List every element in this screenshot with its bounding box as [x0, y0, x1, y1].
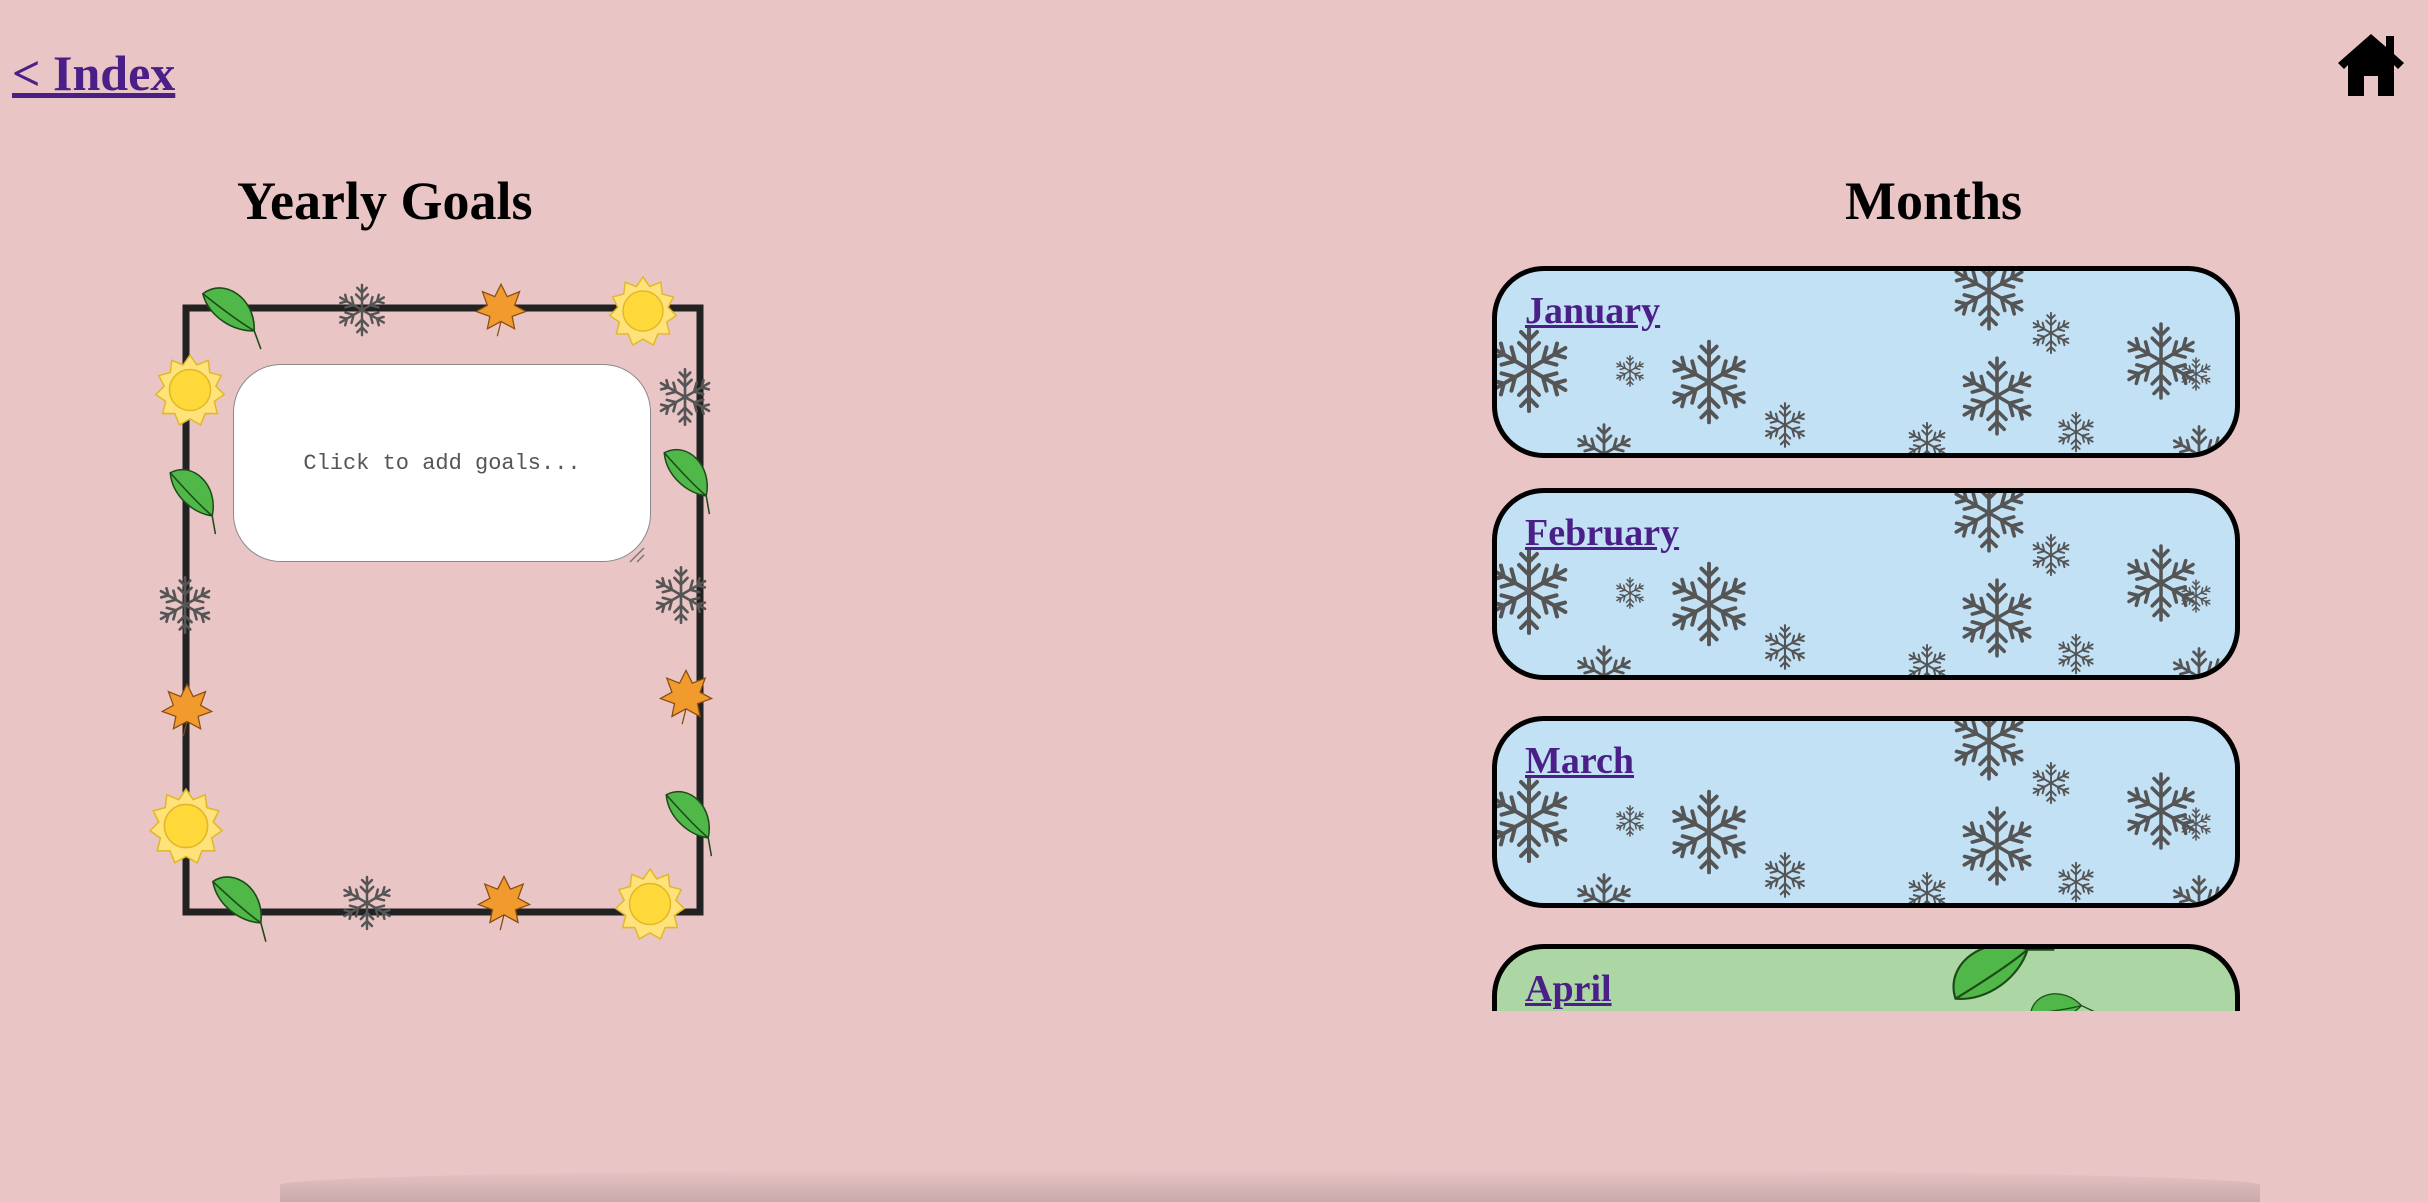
goals-textarea[interactable]: Click to add goals...: [233, 364, 651, 562]
bottom-shadow: [280, 1168, 2260, 1202]
leaf-icon: [154, 462, 236, 535]
sun-icon: [615, 868, 685, 940]
snowflake-icon: [341, 877, 392, 929]
yearly-goals-title: Yearly Goals: [237, 171, 533, 231]
month-card-april[interactable]: April: [1492, 944, 2240, 1011]
leaf-icon: [650, 784, 730, 857]
month-card-march[interactable]: March: [1492, 716, 2240, 908]
sun-icon: [149, 788, 223, 864]
leaf-icon: [648, 442, 730, 515]
months-title: Months: [1845, 171, 2023, 231]
sun-icon: [608, 276, 678, 346]
yearly-goals-card: Click to add goals...: [140, 268, 730, 948]
resize-handle-icon[interactable]: [628, 546, 646, 564]
month-card-february[interactable]: February: [1492, 488, 2240, 680]
month-card-january[interactable]: January: [1492, 266, 2240, 458]
leaf-icon: [198, 870, 284, 943]
maple-leaf-icon: [659, 669, 713, 725]
month-link-january[interactable]: January: [1525, 290, 1661, 332]
month-link-april[interactable]: April: [1525, 968, 1612, 1010]
maple-leaf-icon: [477, 875, 531, 931]
months-list[interactable]: January February March April: [1490, 266, 2250, 1011]
snowflake-icon: [158, 577, 213, 632]
snowflake-icon: [658, 369, 713, 424]
home-icon[interactable]: [2336, 30, 2406, 100]
month-link-february[interactable]: February: [1525, 512, 1680, 554]
seasonal-frame: [149, 276, 730, 943]
maple-leaf-icon: [475, 283, 527, 337]
back-to-index-link[interactable]: < Index: [12, 45, 176, 101]
leaf-icon: [192, 282, 275, 350]
sun-icon: [155, 354, 225, 426]
month-link-march[interactable]: March: [1525, 740, 1635, 782]
